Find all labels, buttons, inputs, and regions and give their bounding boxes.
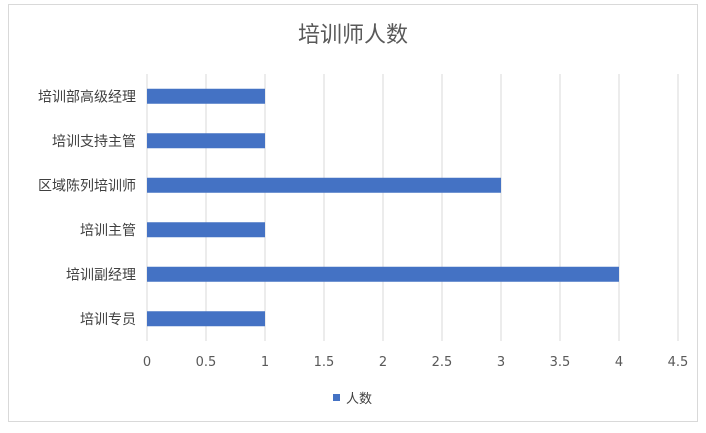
x-tick-label: 4.5 [668,355,689,370]
category-label: 培训副经理 [66,267,136,283]
grid-lines [146,74,679,341]
x-tick-label: 2 [379,355,387,370]
bar [147,266,619,282]
category-label: 培训专员 [80,312,136,328]
bar [147,311,265,327]
category-label: 培训主管 [80,223,136,239]
x-tick-label: 2.5 [432,355,453,370]
legend: 人数 [333,392,372,407]
x-tick-label: 3 [497,355,505,370]
x-tick-label: 1 [261,355,269,370]
x-tick-label: 0 [143,355,151,370]
x-tick-label: 1.5 [314,355,335,370]
category-label: 区域陈列培训师 [38,177,136,194]
legend-swatch [333,394,340,401]
bar [147,222,265,238]
x-tick-labels: 0 0.5 1 1.5 2 2.5 3 3.5 4 4.5 [143,355,688,370]
chart-title: 培训师人数 [298,23,408,48]
x-tick-label: 0.5 [196,355,217,370]
legend-label: 人数 [346,392,372,407]
x-tick-label: 3.5 [550,355,571,370]
category-label: 培训部高级经理 [38,88,136,105]
bars [147,88,619,327]
x-tick-label: 4 [615,355,623,370]
chart-frame [8,4,698,422]
bar [147,177,501,193]
bar [147,88,265,104]
bar [147,133,265,149]
category-label: 培训支持主管 [52,134,136,150]
